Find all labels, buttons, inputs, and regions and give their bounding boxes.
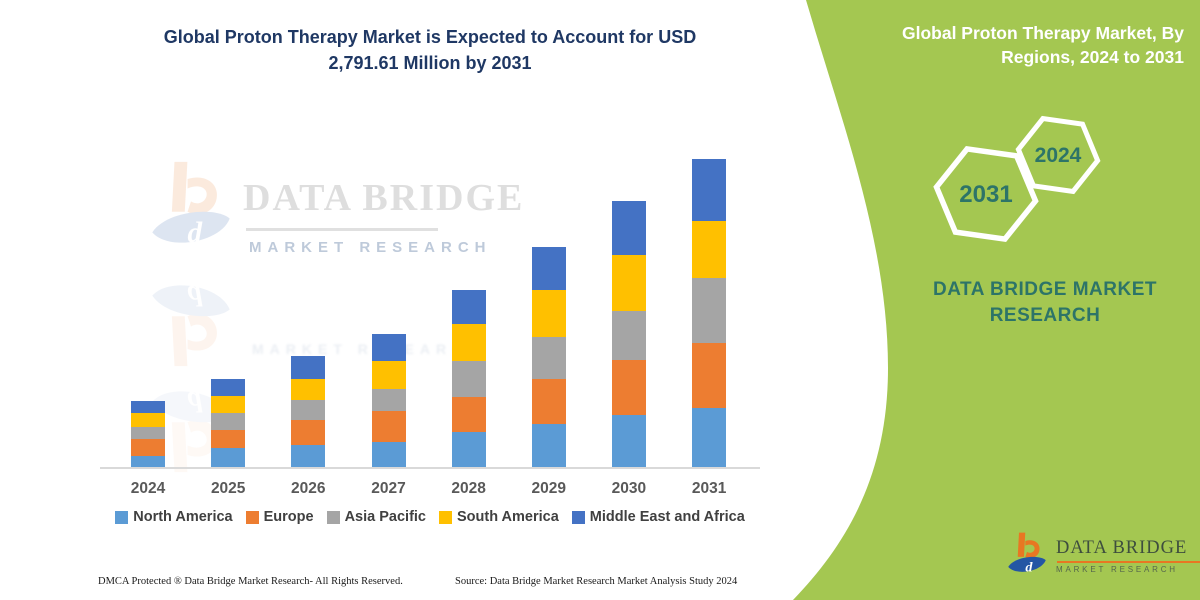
legend-item: South America <box>439 509 559 525</box>
data-bridge-logo-icon <box>1008 532 1046 576</box>
bar-segment <box>211 379 246 396</box>
bar-segment <box>692 343 727 408</box>
stacked-bar-chart: 2024 2025 2026 2027 2028 2029 2030 2031 <box>100 130 760 505</box>
x-axis-label: 2025 <box>210 480 246 497</box>
x-axis-label: 2031 <box>691 480 727 497</box>
legend-marker <box>115 510 129 524</box>
bar-segment <box>611 415 646 467</box>
bar-segment <box>611 255 646 311</box>
x-axis-label: 2024 <box>130 480 166 497</box>
x-axis-line <box>100 467 760 469</box>
bar-segment <box>291 356 326 379</box>
sidebar-logo: DATA BRIDGE MARKET RESEARCH <box>1006 531 1200 581</box>
bar-segment <box>531 337 566 379</box>
legend-label: North America <box>133 509 233 525</box>
bar-segment <box>692 159 727 221</box>
legend-item: Asia Pacific <box>326 509 426 525</box>
bar-segment <box>131 456 165 467</box>
legend-marker <box>571 510 585 524</box>
x-axis-label: 2028 <box>451 480 486 497</box>
legend-label: South America <box>457 509 559 525</box>
bar-segment <box>131 439 165 456</box>
bar-segment <box>131 427 165 439</box>
bar-segment <box>611 311 646 360</box>
bar-segment <box>291 420 326 445</box>
bar-segment <box>531 247 566 290</box>
bar-segment <box>451 324 486 361</box>
bar-segment <box>611 201 646 255</box>
bar-segment <box>211 413 246 430</box>
bar-segment <box>692 408 727 467</box>
legend-label: Europe <box>263 509 314 525</box>
logo-subbrand-text: MARKET RESEARCH <box>1056 565 1178 574</box>
x-axis-label: 2030 <box>611 480 647 497</box>
bar-segment <box>291 445 326 467</box>
bar-segment <box>211 430 246 448</box>
x-axis-label: 2026 <box>291 480 326 497</box>
bar-segment <box>131 401 165 413</box>
bar-segment <box>531 290 566 337</box>
footer-dmca-text: DMCA Protected ® Data Bridge Market Rese… <box>98 576 403 587</box>
footer-source-text: Source: Data Bridge Market Research Mark… <box>455 576 738 587</box>
legend-marker <box>245 510 259 524</box>
x-axis-label: 2027 <box>371 480 406 497</box>
sidebar-brand-text: DATA BRIDGE MARKET RESEARCH <box>933 279 1157 326</box>
legend-item: Middle East and Africa <box>571 509 745 525</box>
legend-item: Europe <box>245 509 314 525</box>
bar-segment <box>451 290 486 324</box>
bar-segment <box>692 278 727 343</box>
chart-legend: North America Europe Asia Pacific South Ame… <box>100 509 760 525</box>
bar-segment <box>371 411 406 442</box>
hexagon-2031-outline <box>933 145 1039 243</box>
bar-segment <box>451 432 486 467</box>
legend-label: Middle East and Africa <box>589 509 745 525</box>
bar-segment <box>451 397 486 432</box>
hexagon-2024-outline <box>1015 115 1101 195</box>
bar-segment <box>131 413 165 427</box>
bar-segment <box>291 400 326 420</box>
legend-item: North America <box>115 509 233 525</box>
legend-marker <box>439 510 452 524</box>
bar-segment <box>211 448 246 467</box>
chart-title: Global Proton Therapy Market is Expected… <box>163 27 697 74</box>
legend-label: Asia Pacific <box>344 509 426 525</box>
bar-segment <box>692 221 727 278</box>
bar-segment <box>531 379 566 424</box>
legend-marker <box>326 510 340 524</box>
bar-segment <box>371 361 406 389</box>
hexagons-graphic <box>933 115 1101 243</box>
bar-segment <box>611 360 646 415</box>
logo-divider <box>1057 561 1200 563</box>
bar-segment <box>451 361 486 397</box>
bar-segment <box>371 334 406 361</box>
hexagon-2024-label: 2024 <box>1034 144 1082 167</box>
bar-segment <box>371 442 406 467</box>
bar-segment <box>531 424 566 467</box>
x-axis-label: 2029 <box>531 480 567 497</box>
hexagon-2031-label: 2031 <box>959 181 1013 208</box>
bar-segment <box>211 396 246 413</box>
sidebar-title: Global Proton Therapy Market, By Regions… <box>902 23 1184 67</box>
bar-segment <box>291 379 326 400</box>
logo-brand-text: DATA BRIDGE <box>1056 538 1188 558</box>
bar-segment <box>371 389 406 411</box>
